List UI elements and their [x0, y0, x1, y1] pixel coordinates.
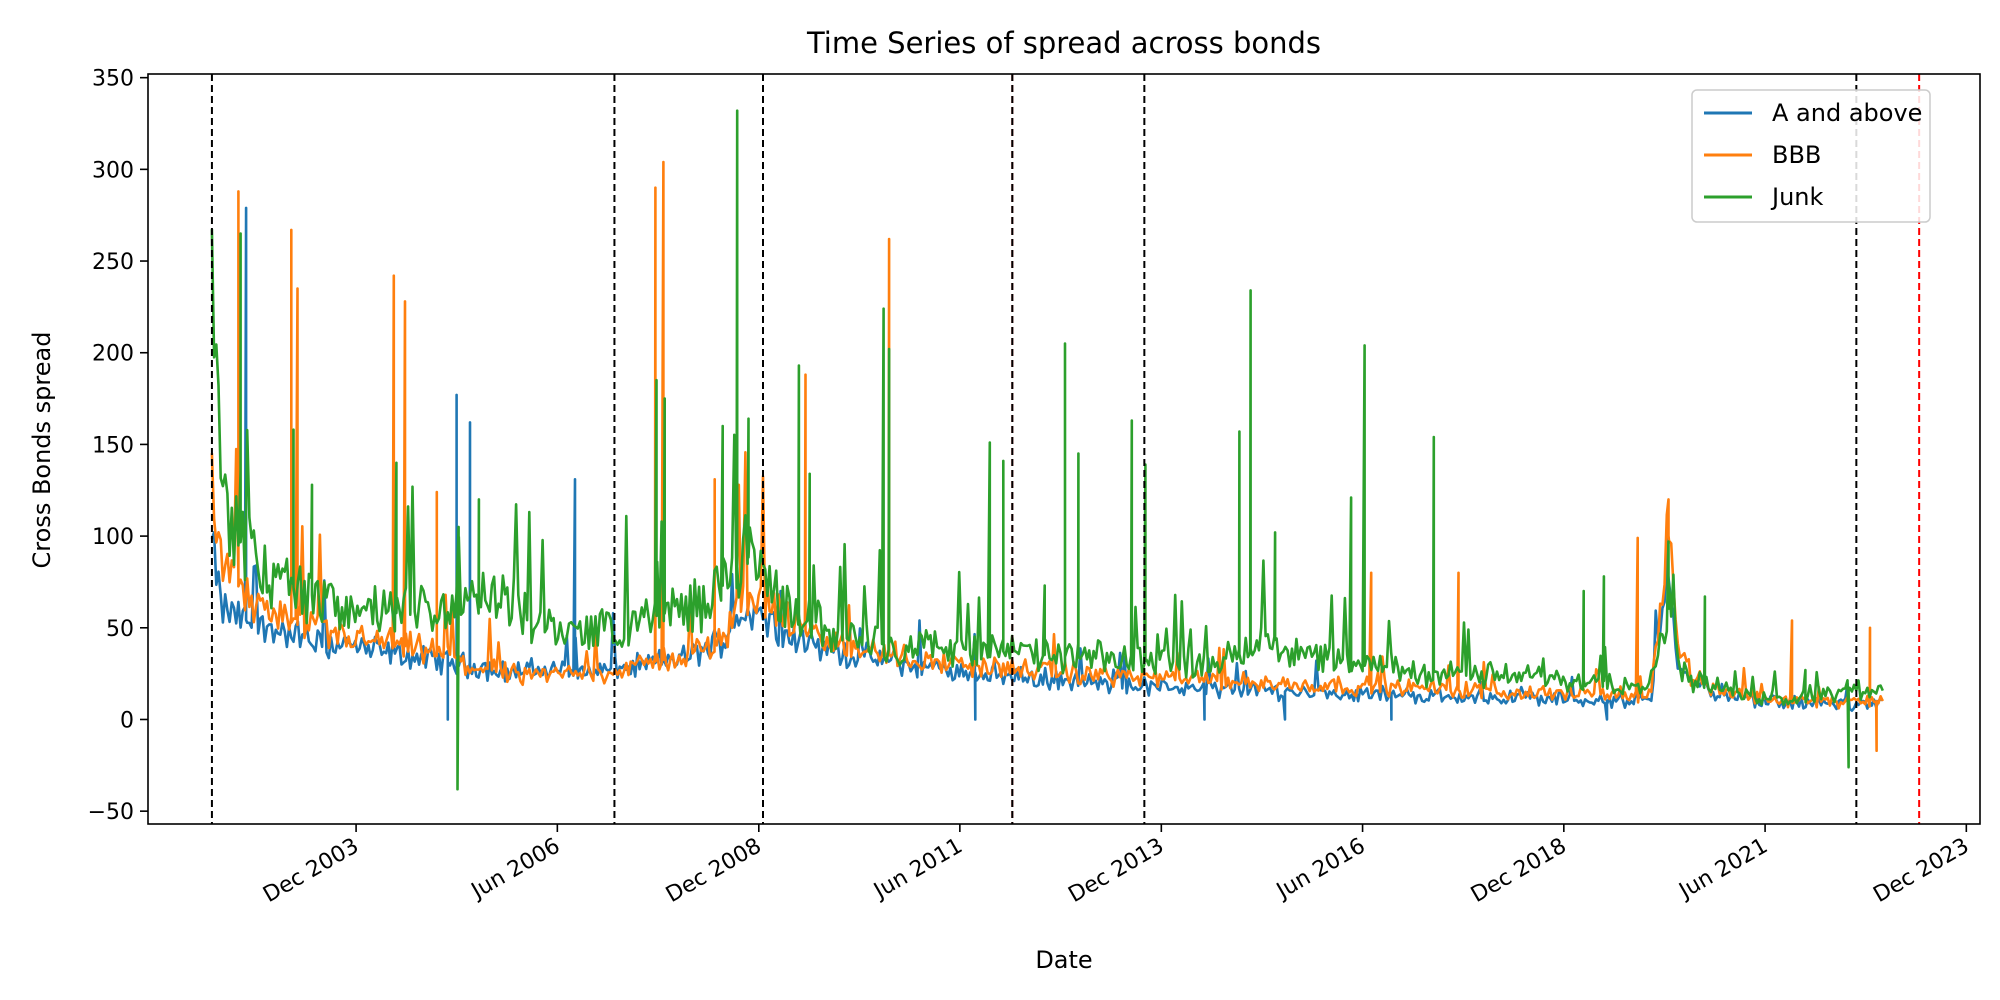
y-tick-label: 250 — [92, 250, 134, 275]
legend-label: Junk — [1770, 183, 1824, 211]
chart-title: Time Series of spread across bonds — [806, 26, 1321, 60]
y-tick-label: 100 — [92, 525, 134, 550]
y-tick-label: 300 — [92, 158, 134, 183]
series-line-2 — [210, 109, 1884, 791]
y-tick-label: 150 — [92, 433, 134, 458]
legend-box — [1691, 89, 1931, 223]
y-tick-label: 0 — [120, 708, 134, 733]
y-axis: −50 0 50 100 150 200 250 300 350 — [88, 67, 148, 825]
y-tick-label: 50 — [106, 617, 134, 642]
y-tick-label: −50 — [88, 800, 134, 825]
y-tick-label: 200 — [92, 342, 134, 367]
y-tick-label: 350 — [92, 67, 134, 92]
y-axis-title: Cross Bonds spread — [28, 332, 56, 569]
plot-frame — [147, 73, 1981, 825]
legend: A and above BBB Junk — [1691, 89, 1931, 223]
legend-label: BBB — [1772, 141, 1821, 169]
legend-label: A and above — [1772, 99, 1922, 127]
x-axis-title: Date — [1035, 946, 1092, 974]
